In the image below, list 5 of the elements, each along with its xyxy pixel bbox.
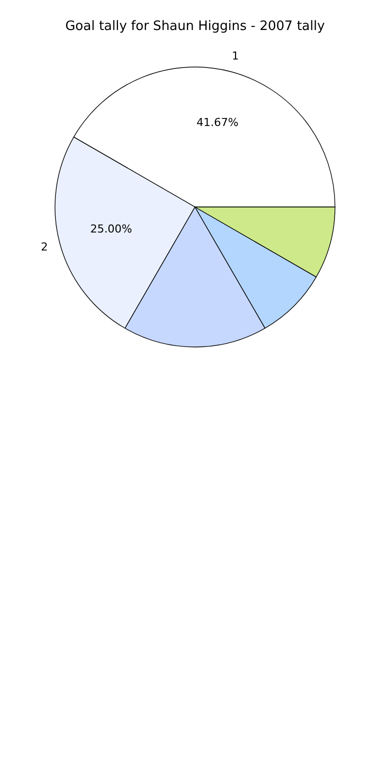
- slice-label: 1: [232, 49, 239, 62]
- data-label: 25.00%: [90, 222, 132, 236]
- slice-label: 2: [40, 240, 48, 254]
- data-label: 41.67%: [196, 116, 238, 130]
- chart-title: Goal tally for Shaun Higgins - 2007 tally: [65, 19, 326, 34]
